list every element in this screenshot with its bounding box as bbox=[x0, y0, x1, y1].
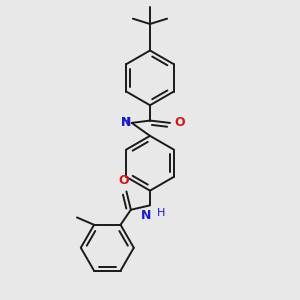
Text: H: H bbox=[121, 117, 129, 127]
Text: N: N bbox=[121, 116, 131, 128]
Text: O: O bbox=[174, 116, 185, 129]
Text: H: H bbox=[158, 208, 166, 218]
Text: O: O bbox=[118, 174, 129, 188]
Text: N: N bbox=[141, 209, 152, 222]
